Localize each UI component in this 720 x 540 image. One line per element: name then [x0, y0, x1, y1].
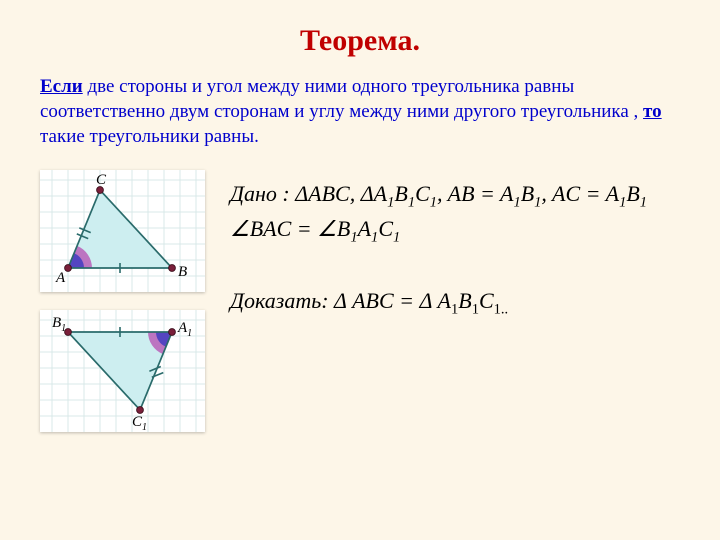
angle-l: BAC	[250, 216, 292, 241]
given-line2: ∠BAC = ∠B1A1C1	[230, 213, 647, 248]
statement-part2: такие треугольники равны.	[40, 126, 259, 147]
given-c1: C	[415, 181, 430, 206]
sub: 1	[430, 194, 437, 210]
prove-b1: B	[458, 288, 471, 313]
eq1-rhs-b: B	[521, 181, 534, 206]
figure-a1b1c1-svg: A1 B1 C1	[40, 310, 205, 432]
label-c: C	[96, 172, 107, 188]
given-pre: Дано : Δ	[230, 181, 308, 206]
label-c1: C1	[132, 414, 147, 432]
sub: 1	[513, 194, 520, 210]
given-block: Дано : ΔABC, ΔA1B1C1, AB = A1B1, AC = A1…	[230, 178, 647, 249]
figure-abc: A B C	[40, 170, 205, 292]
eq2-rhs-a: A	[606, 181, 619, 206]
slide: Теорема. Если две стороны и угол между н…	[0, 0, 720, 540]
given-comma2: ,	[437, 181, 448, 206]
prove-abc: ABC	[352, 288, 394, 313]
sub: 1	[640, 194, 647, 210]
angle-r-b: B	[337, 216, 350, 241]
given-abc: ABC	[308, 181, 350, 206]
eq2-rhs-b: B	[626, 181, 639, 206]
given-b1: B	[394, 181, 407, 206]
prove-a1: A	[438, 288, 451, 313]
angle-r-c: C	[378, 216, 393, 241]
eq2-lhs: AC	[552, 181, 580, 206]
figure-abc-svg: A B C	[40, 170, 205, 292]
then-word: то	[643, 101, 662, 122]
label-a: A	[55, 270, 66, 286]
sub: 1	[393, 230, 400, 246]
given-comma3: ,	[541, 181, 552, 206]
prove-c1: C	[479, 288, 494, 313]
title: Теорема.	[0, 24, 720, 58]
eq-sign: =	[475, 181, 500, 206]
statement-part1: две стороны и угол между ними одного тре…	[40, 76, 643, 122]
prove-pre: Доказать: Δ	[230, 288, 352, 313]
label-b1: B1	[52, 315, 66, 334]
given-a1: A	[374, 181, 387, 206]
angle-mid: = ∠	[291, 216, 337, 241]
given-comma: , Δ	[350, 181, 374, 206]
angle-r-a: A	[358, 216, 371, 241]
figure-a1b1c1: A1 B1 C1	[40, 310, 205, 432]
theorem-statement: Если две стороны и угол между ними одног…	[40, 74, 680, 149]
sub: 1	[350, 230, 357, 246]
sub: 1	[472, 301, 479, 317]
sub: 1	[408, 194, 415, 210]
if-word: Если	[40, 76, 83, 97]
label-b: B	[178, 264, 187, 280]
sub: 1	[494, 301, 501, 317]
eq-sign2: =	[580, 181, 605, 206]
prove-trail: ..	[501, 301, 508, 317]
prove-mid: = Δ	[394, 288, 438, 313]
eq1-lhs: AB	[448, 181, 475, 206]
prove-block: Доказать: Δ ABC = Δ A1B1C1..	[230, 288, 508, 318]
angle-sym: ∠	[230, 216, 250, 241]
given-line1: Дано : ΔABC, ΔA1B1C1, AB = A1B1, AC = A1…	[230, 178, 647, 213]
eq1-rhs-a: A	[500, 181, 513, 206]
